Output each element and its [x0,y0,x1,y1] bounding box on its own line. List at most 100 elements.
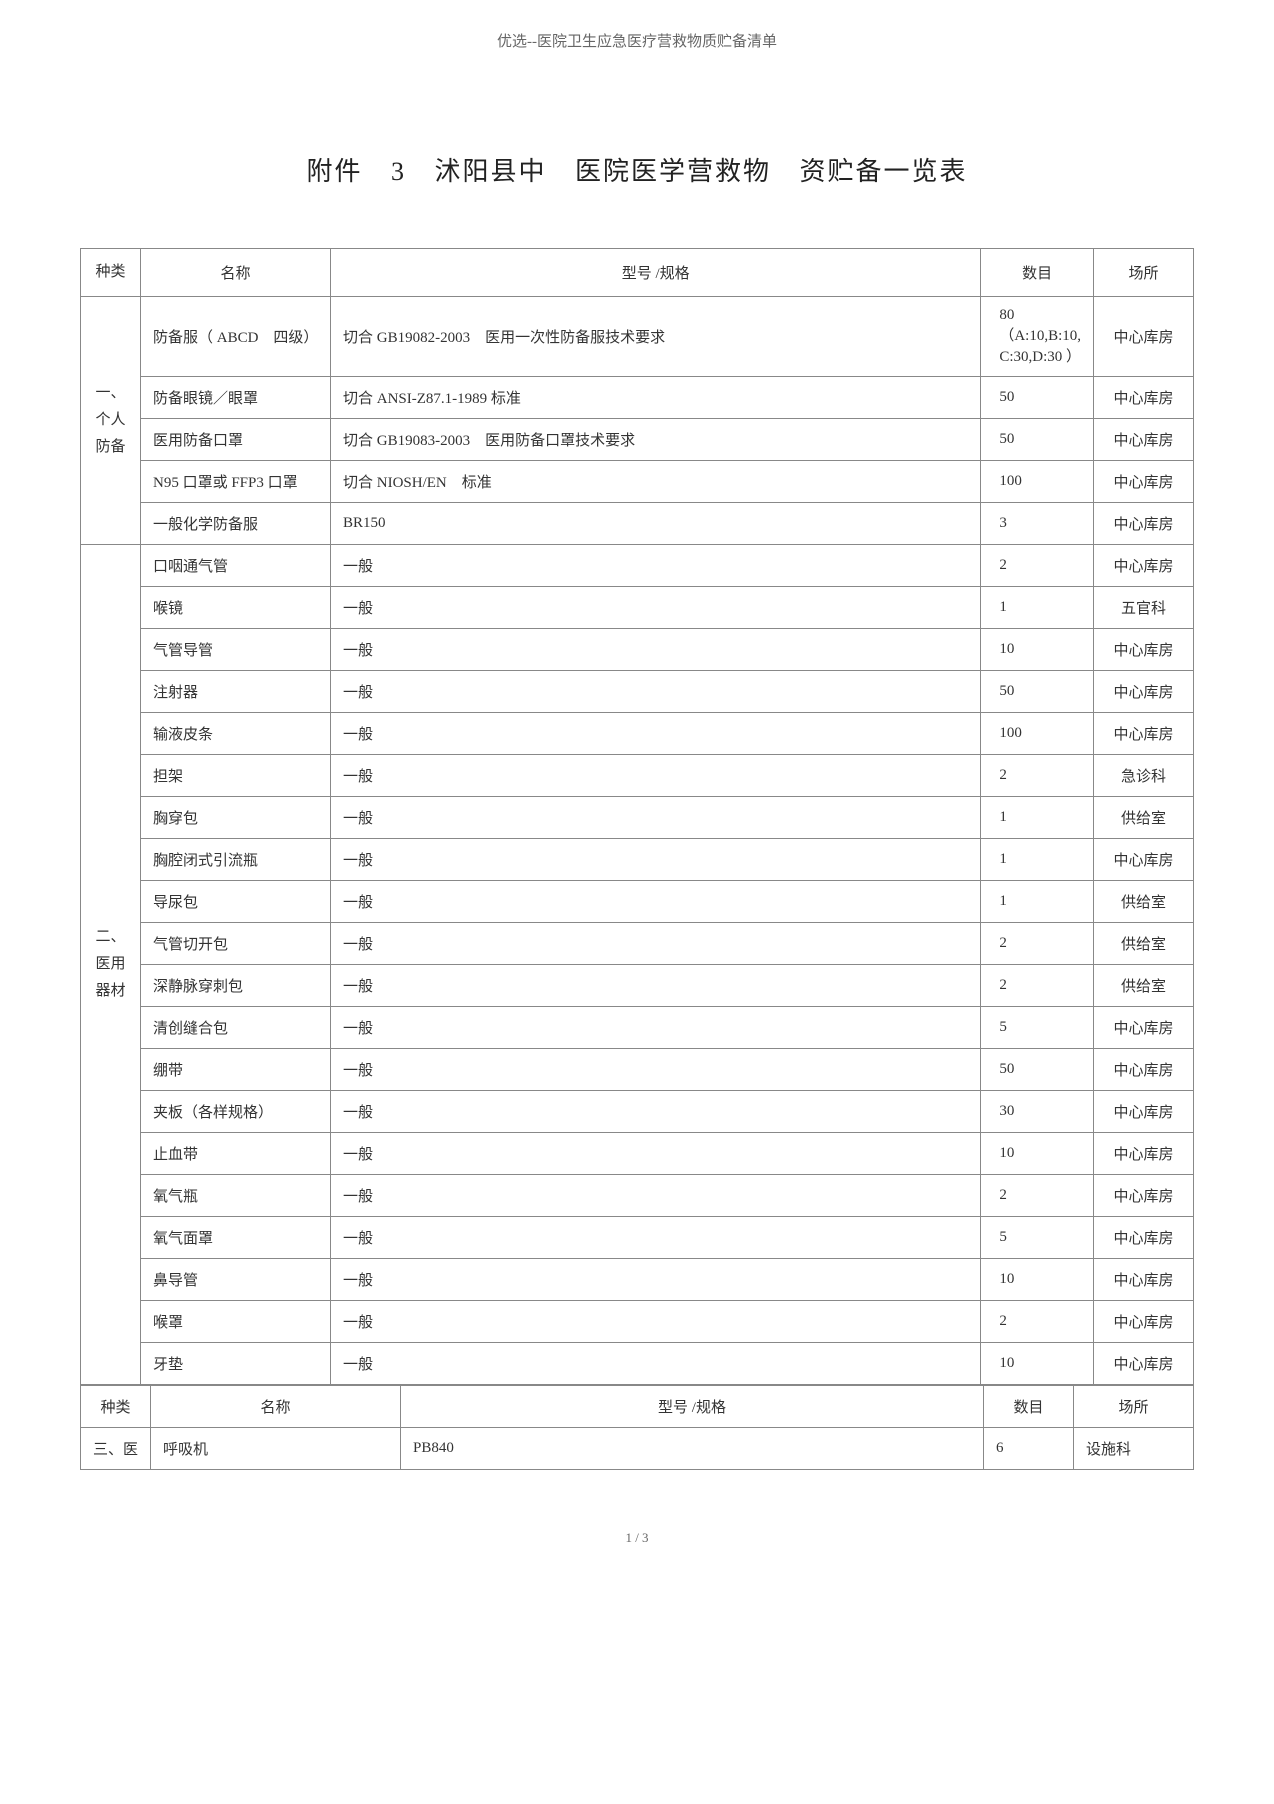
loc-cell: 供给室 [1094,881,1194,923]
title-part-0: 附件 [306,157,362,186]
qty-cell: 2 [981,923,1094,965]
spec-cell: 一般 [331,755,981,797]
table-row: 胸腔闭式引流瓶一般1中心库房 [81,839,1194,881]
loc-cell: 中心库房 [1094,1343,1194,1385]
qty-cell: 2 [981,1175,1094,1217]
table-row: 一、个人防备防备服（ ABCD 四级）切合 GB19082-2003 医用一次性… [81,297,1194,377]
qty-cell: 1 [981,587,1094,629]
name-cell: 深静脉穿刺包 [141,965,331,1007]
qty-cell: 5 [981,1007,1094,1049]
header2-qty: 数目 [984,1386,1074,1428]
spec-cell: 一般 [331,1217,981,1259]
qty-cell: 1 [981,881,1094,923]
table-row: 气管导管一般10中心库房 [81,629,1194,671]
name-cell: 口咽通气管 [141,545,331,587]
header2-spec: 型号 /规格 [401,1386,984,1428]
name-cell: 喉镜 [141,587,331,629]
qty-cell: 100 [981,461,1094,503]
qty-cell: 10 [981,629,1094,671]
spec-cell: 一般 [331,839,981,881]
table-row: 清创缝合包一般5中心库房 [81,1007,1194,1049]
spec-cell: 切合 GB19083-2003 医用防备口罩技术要求 [331,419,981,461]
table-row: 夹板（各样规格）一般30中心库房 [81,1091,1194,1133]
page-header: 优选--医院卫生应急医疗营救物质贮备清单 [0,20,1274,51]
spec-cell: 切合 NIOSH/EN 标准 [331,461,981,503]
qty-cell: 2 [981,545,1094,587]
table-row: 喉镜一般1五官科 [81,587,1194,629]
loc-cell: 五官科 [1094,587,1194,629]
qty-cell: 50 [981,419,1094,461]
qty-cell: 6 [984,1428,1074,1470]
title-part-2: 沭阳县中 [434,157,546,186]
loc-cell: 中心库房 [1094,503,1194,545]
table-row: 担架一般2急诊科 [81,755,1194,797]
loc-cell: 设施科 [1074,1428,1194,1470]
qty-cell: 1 [981,797,1094,839]
table2-header-row: 种类 名称 型号 /规格 数目 场所 [81,1386,1194,1428]
table-row: 氧气瓶一般2中心库房 [81,1175,1194,1217]
loc-cell: 中心库房 [1094,461,1194,503]
table-row: 三、医呼吸机PB8406设施科 [81,1428,1194,1470]
name-cell: 清创缝合包 [141,1007,331,1049]
inventory-table-1: 种类 名称 型号 /规格 数目 场所 一、个人防备防备服（ ABCD 四级）切合… [80,248,1194,1385]
title-part-4: 资贮备一览表 [800,157,968,186]
table-row: 二、医用器材口咽通气管一般2中心库房 [81,545,1194,587]
spec-cell: 一般 [331,1049,981,1091]
header-category: 种类 [81,249,141,297]
qty-cell: 3 [981,503,1094,545]
qty-cell: 1 [981,839,1094,881]
loc-cell: 中心库房 [1094,1217,1194,1259]
spec-cell: 一般 [331,1133,981,1175]
name-cell: 导尿包 [141,881,331,923]
table-row: 防备眼镜／眼罩切合 ANSI-Z87.1-1989 标准50中心库房 [81,377,1194,419]
table-row: N95 口罩或 FFP3 口罩切合 NIOSH/EN 标准100中心库房 [81,461,1194,503]
qty-cell: 10 [981,1343,1094,1385]
spec-cell: 一般 [331,629,981,671]
table-header-row: 种类 名称 型号 /规格 数目 场所 [81,249,1194,297]
table-row: 止血带一般10中心库房 [81,1133,1194,1175]
spec-cell: 切合 ANSI-Z87.1-1989 标准 [331,377,981,419]
qty-cell: 5 [981,1217,1094,1259]
qty-cell: 50 [981,671,1094,713]
loc-cell: 中心库房 [1094,377,1194,419]
loc-cell: 中心库房 [1094,629,1194,671]
name-cell: 绷带 [141,1049,331,1091]
page-footer: 1 / 3 [0,1530,1274,1546]
name-cell: 止血带 [141,1133,331,1175]
name-cell: 医用防备口罩 [141,419,331,461]
loc-cell: 中心库房 [1094,419,1194,461]
loc-cell: 中心库房 [1094,839,1194,881]
name-cell: 注射器 [141,671,331,713]
loc-cell: 中心库房 [1094,1133,1194,1175]
qty-cell: 50 [981,377,1094,419]
name-cell: 牙垫 [141,1343,331,1385]
name-cell: 氧气面罩 [141,1217,331,1259]
table-row: 注射器一般50中心库房 [81,671,1194,713]
spec-cell: 一般 [331,713,981,755]
header-loc: 场所 [1094,249,1194,297]
table-row: 深静脉穿刺包一般2供给室 [81,965,1194,1007]
name-cell: 胸腔闭式引流瓶 [141,839,331,881]
table-row: 绷带一般50中心库房 [81,1049,1194,1091]
qty-cell: 10 [981,1259,1094,1301]
spec-cell: 一般 [331,545,981,587]
name-cell: 夹板（各样规格） [141,1091,331,1133]
header-text: 优选--医院卫生应急医疗营救物质贮备清单 [497,34,777,50]
spec-cell: 一般 [331,1175,981,1217]
spec-cell: 一般 [331,881,981,923]
table-row: 鼻导管一般10中心库房 [81,1259,1194,1301]
spec-cell: 一般 [331,1091,981,1133]
loc-cell: 供给室 [1094,797,1194,839]
table-row: 医用防备口罩切合 GB19083-2003 医用防备口罩技术要求50中心库房 [81,419,1194,461]
table-row: 氧气面罩一般5中心库房 [81,1217,1194,1259]
loc-cell: 中心库房 [1094,1301,1194,1343]
document-title: 附件 3 沭阳县中 医院医学营救物 资贮备一览表 [0,151,1274,188]
loc-cell: 中心库房 [1094,1259,1194,1301]
qty-cell: 10 [981,1133,1094,1175]
qty-cell: 30 [981,1091,1094,1133]
name-cell: 防备服（ ABCD 四级） [141,297,331,377]
spec-cell: 一般 [331,923,981,965]
inventory-table-2: 种类 名称 型号 /规格 数目 场所 三、医呼吸机PB8406设施科 [80,1385,1194,1470]
loc-cell: 中心库房 [1094,545,1194,587]
table-row: 喉罩一般2中心库房 [81,1301,1194,1343]
